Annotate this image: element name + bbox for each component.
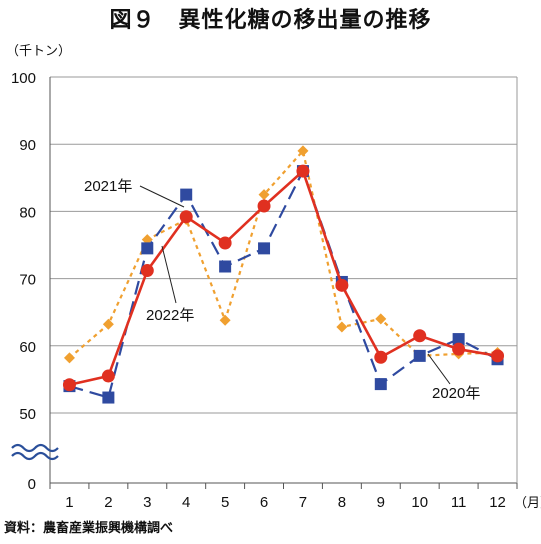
x-tick-label-6: 6 [260,494,268,511]
x-tick-label-4: 4 [182,494,190,511]
x-tick-label-7: 7 [299,494,307,511]
leader-line-2022年 [161,245,177,304]
series-line-2022年 [69,169,498,387]
x-tick-label-10: 10 [411,494,428,511]
y-tick-label-0: 0 [28,476,36,493]
series-line-2021年 [69,169,499,399]
data-point-2020年-1 [63,352,75,364]
data-point-2021年-10 [413,349,426,362]
x-tick-label-5: 5 [221,494,229,511]
y-tick-label-90: 90 [19,137,36,154]
series-2022年 [62,164,505,392]
data-point-2022年-11 [452,342,466,356]
data-point-2022年-10 [413,329,427,343]
y-tick-label-50: 50 [19,406,36,423]
x-tick-label-2: 2 [104,494,112,511]
data-point-2022年-4 [179,210,193,224]
data-point-2020年-6 [258,189,270,201]
data-point-2022年-9 [374,350,388,364]
data-point-2021年-11 [452,333,465,346]
y-tick-label-70: 70 [19,272,36,289]
series-label-2020年: 2020年 [432,385,480,402]
data-point-2022年-2 [101,369,115,383]
leader-line-2020年 [427,353,451,385]
data-point-2022年-7 [296,164,310,178]
y-unit-label: （千トン） [6,44,72,59]
series-line-2020年 [68,149,498,359]
data-point-2021年-2 [102,391,115,404]
y-tick-labels: 0 50 60 70 80 90 100 [11,70,36,493]
data-point-2020年-9 [375,313,387,325]
axis-break-wave-1 [11,443,59,453]
source-note: 資料：農畜産業振興機構調べ [4,521,174,536]
data-point-2020年-2 [102,318,114,330]
data-point-2022年-12 [491,349,505,363]
series-lines [62,145,505,404]
y-tick-label-100: 100 [11,70,36,87]
x-tick-label-3: 3 [143,494,151,511]
data-point-2020年-7 [297,145,309,157]
x-tick-label-11: 11 [451,494,467,511]
series-label-2022年: 2022年 [146,307,194,324]
series-label-2021年: 2021年 [84,178,132,195]
x-tick-label-1: 1 [65,494,73,511]
x-tick-label-8: 8 [338,494,346,511]
data-point-2021年-5 [219,260,232,273]
x-tick-label-12: 12 [489,494,506,511]
x-tick-label-9: 9 [377,494,385,511]
data-point-2021年-6 [258,242,271,255]
data-point-2021年-3 [141,242,154,255]
leader-line-2021年 [139,185,185,208]
data-point-2021年-9 [374,378,387,391]
gridlines [50,76,517,414]
data-point-2022年-1 [62,378,76,392]
y-tick-label-60: 60 [19,339,36,356]
data-point-2020年-8 [336,321,348,333]
data-point-2022年-8 [335,278,349,292]
series-annotations: 2021年 2022年 2020年 [84,178,480,402]
data-point-2020年-5 [219,314,231,326]
chart-title: 図９ 異性化糖の移出量の推移 [109,8,432,33]
axis-break-wave-2 [11,451,59,461]
data-point-2021年-4 [180,188,193,201]
data-point-2022年-6 [257,199,271,213]
axes [11,77,518,489]
x-unit-label: （月） [514,495,541,510]
y-tick-label-80: 80 [19,204,36,221]
data-point-2022年-3 [140,264,154,278]
data-point-2022年-5 [218,236,232,250]
